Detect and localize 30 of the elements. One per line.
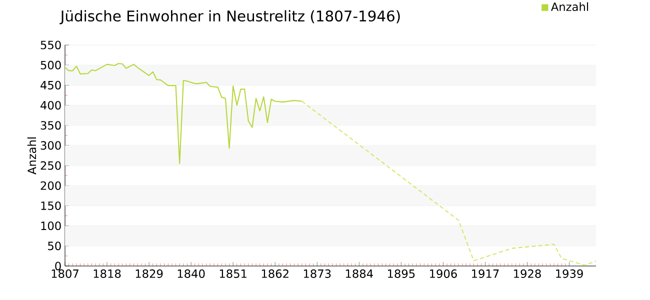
x-tick-label: 1884: [346, 269, 373, 278]
y-tick-label: 550: [40, 40, 61, 50]
x-tick-label: 1895: [388, 269, 415, 278]
line-series: [301, 100, 597, 266]
x-tick-label: 1807: [52, 269, 78, 278]
legend-label: Anzahl: [550, 2, 588, 12]
x-tick-label: 1939: [556, 269, 583, 278]
x-tick-label: 1873: [304, 269, 331, 278]
y-tick-label: 200: [40, 181, 61, 190]
y-tick-label: 400: [40, 100, 61, 110]
y-tick-label: 450: [40, 80, 61, 90]
chart-title: Jüdische Einwohner in Neustrelitz (1807-1946): [60, 10, 400, 24]
y-tick-label: 0: [55, 262, 61, 270]
y-tick-label: 50: [48, 242, 61, 250]
x-tick-label: 1862: [262, 269, 288, 278]
x-tick-label: 1818: [94, 269, 121, 278]
x-tick-label: 1917: [472, 269, 499, 278]
x-tick-label: 1928: [514, 269, 541, 278]
y-axis-title: Anzahl: [27, 137, 36, 174]
x-tick-label: 1829: [136, 269, 163, 278]
x-tick-label: 1906: [430, 269, 457, 278]
x-tick-label: 1851: [220, 269, 246, 278]
y-tick-label: 300: [40, 141, 61, 150]
x-tick-label: 1840: [178, 269, 205, 278]
y-tick-label: 100: [41, 222, 61, 230]
y-tick-label: 150: [41, 201, 61, 210]
line-series: [64, 62, 302, 164]
y-tick-label: 500: [40, 60, 61, 70]
y-tick-label: 350: [40, 121, 61, 130]
y-tick-label: 250: [40, 161, 61, 170]
